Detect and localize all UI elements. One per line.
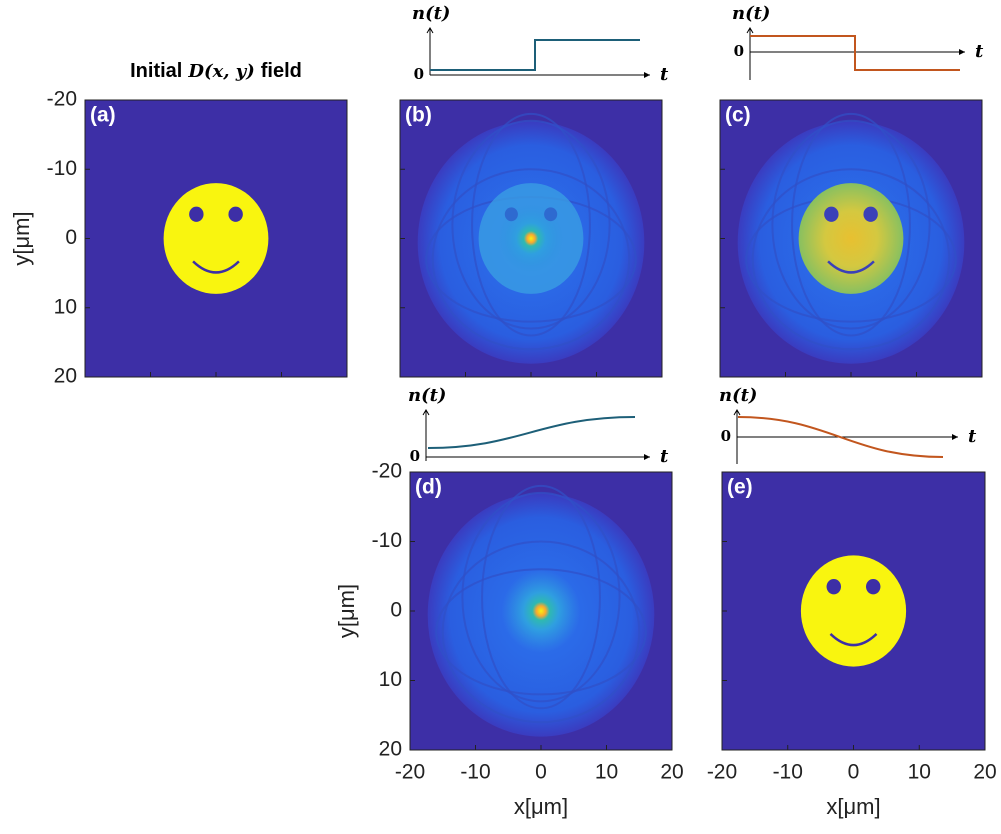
panel: (b) <box>399 99 663 378</box>
eye <box>544 207 558 222</box>
inset-curve <box>737 416 944 458</box>
panel: (c) <box>719 99 983 378</box>
title-math: D(x, y) <box>187 61 254 82</box>
inset-zero: 0 <box>410 447 420 465</box>
x-tick-label: 0 <box>848 761 860 784</box>
x-axis-label: x[μm] <box>826 794 880 819</box>
smiley-mouth <box>192 260 240 274</box>
panel-label: (e) <box>727 476 753 499</box>
x-tick-label: 10 <box>595 761 618 784</box>
inset-y-label: n(t) <box>732 3 770 24</box>
inset-x-label: t <box>660 446 669 467</box>
inset: n(t) 0 t <box>732 3 984 80</box>
y-tick-label: 0 <box>390 599 402 622</box>
inset-y-arrow <box>422 409 430 416</box>
inset-curve <box>427 416 636 449</box>
inset-y-label: n(t) <box>408 385 446 406</box>
smiley-mouth <box>827 260 875 274</box>
smiley-eye <box>865 579 881 595</box>
wave-ring <box>481 484 601 710</box>
smiley-mouth <box>829 633 878 647</box>
inset-curve <box>430 39 640 71</box>
panel-label: (d) <box>415 476 442 499</box>
wave-ring <box>461 491 621 703</box>
y-axis-label: y[μm] <box>334 584 359 638</box>
wave-ring <box>431 168 631 351</box>
smiley-eye <box>863 206 878 222</box>
y-tick-label: 0 <box>65 226 77 249</box>
panel-label: (c) <box>725 104 751 127</box>
inset-x-arrow <box>644 72 650 78</box>
core <box>498 203 564 274</box>
x-tick-label: 20 <box>660 761 683 784</box>
x-tick-label: -20 <box>395 761 425 784</box>
inset-y-label: n(t) <box>412 3 450 24</box>
title-prefix: Initial <box>130 60 182 82</box>
smiley-eye <box>228 206 243 222</box>
y-tick-label: -20 <box>47 88 77 111</box>
smiley-face <box>798 183 904 294</box>
inset-x-label: t <box>660 64 669 85</box>
inset-x-label: t <box>968 426 977 447</box>
x-tick-label: -10 <box>460 761 490 784</box>
inset-zero: 0 <box>414 65 424 83</box>
inset-y-arrow <box>733 409 741 416</box>
inset-curve <box>750 35 960 71</box>
title: Initial D(x, y) field <box>130 60 302 82</box>
wave-ring <box>751 168 951 351</box>
x-tick-label: -20 <box>707 761 737 784</box>
title-suffix: field <box>261 60 302 82</box>
panel: (e) -20 -10 0 10 20 x[μm] <box>707 471 997 819</box>
inset-y-label: n(t) <box>719 385 757 406</box>
inset-zero: 0 <box>721 427 731 445</box>
y-axis-label: y[μm] <box>9 211 34 265</box>
wave-ring <box>471 112 591 337</box>
panel-label: (b) <box>405 104 432 127</box>
inset-x-arrow <box>959 49 965 55</box>
smiley-eye <box>826 579 842 595</box>
inset: n(t) 0 t <box>408 385 669 467</box>
inset-zero: 0 <box>734 42 744 60</box>
panel-label: (a) <box>90 104 116 127</box>
smiley-eye <box>189 206 204 222</box>
wave-ring <box>441 540 641 724</box>
panel: (d) -20 -20 -10 -10 0 0 10 10 20 20 y[μm] x[μm] <box>334 460 684 819</box>
y-tick-label: 20 <box>379 738 402 761</box>
x-tick-label: 10 <box>908 761 931 784</box>
x-tick-label: 0 <box>535 761 547 784</box>
x-tick-label: 20 <box>973 761 996 784</box>
y-tick-label: 10 <box>54 295 77 318</box>
inset: n(t) 0 t <box>719 385 977 464</box>
smiley-face <box>800 555 907 667</box>
wave-ring <box>435 568 647 696</box>
wave-ring <box>451 119 611 330</box>
wave-ring <box>791 112 911 337</box>
inset: n(t) 0 t <box>412 3 669 85</box>
x-tick-label: -10 <box>773 761 803 784</box>
smiley-eye <box>824 206 839 222</box>
x-axis-label: x[μm] <box>514 794 568 819</box>
eye <box>504 207 518 222</box>
panel: (a) -20 -10 0 10 20 y[μm] <box>9 88 348 388</box>
inset-x-arrow <box>644 454 650 460</box>
inset-x-label: t <box>975 41 984 62</box>
y-tick-label: 10 <box>379 668 402 691</box>
y-tick-label: -10 <box>47 157 77 180</box>
y-tick-label: 20 <box>54 365 77 388</box>
inset-x-arrow <box>952 434 958 440</box>
core <box>501 569 581 653</box>
y-tick-label: -10 <box>372 529 402 552</box>
y-tick-label: -20 <box>372 460 402 483</box>
inset-y-arrow <box>746 27 754 34</box>
smiley-face <box>163 183 269 294</box>
wave-ring <box>771 119 931 330</box>
inset-y-arrow <box>426 27 434 34</box>
